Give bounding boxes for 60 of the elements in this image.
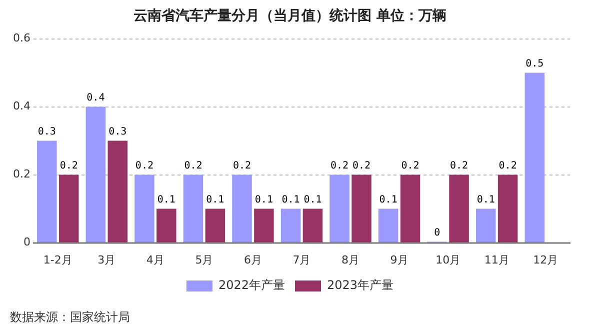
data-label: 0.2 [184, 160, 202, 172]
bar [302, 208, 323, 242]
data-label: 0.2 [401, 160, 420, 172]
x-tick-label: 12月 [533, 253, 558, 266]
bar [156, 208, 176, 242]
x-tick-label: 7月 [292, 253, 311, 266]
data-label: 0.2 [232, 160, 252, 172]
x-tick-label: 8月 [342, 253, 360, 266]
bar [254, 208, 274, 242]
bar [498, 174, 518, 242]
x-tick-label: 10月 [436, 253, 461, 266]
y-tick-label: 0.2 [12, 168, 30, 181]
data-label: 0.1 [379, 194, 398, 206]
bar [476, 208, 496, 242]
y-tick-label: 0 [23, 236, 30, 249]
data-label: 0.3 [38, 126, 56, 138]
bar [449, 174, 469, 242]
bar [183, 174, 204, 242]
y-tick-label: 0.6 [12, 32, 30, 45]
data-label: 0 [434, 227, 440, 238]
bar [400, 174, 420, 242]
data-label: 0.1 [476, 194, 495, 206]
data-label: 0.3 [108, 126, 127, 138]
data-label: 0.5 [526, 58, 544, 70]
x-tick-label: 11月 [484, 253, 510, 266]
bar [280, 208, 301, 242]
bar [86, 106, 106, 242]
data-label: 0.1 [282, 194, 300, 206]
bar [524, 72, 545, 242]
x-tick-label: 3月 [98, 253, 116, 266]
data-label: 0.2 [498, 160, 517, 172]
bar [205, 208, 226, 242]
data-label: 0.2 [352, 160, 371, 172]
bar [232, 174, 252, 242]
x-tick-label: 1-2月 [43, 253, 72, 266]
bar [330, 174, 350, 242]
bar [134, 174, 154, 242]
bar [58, 174, 79, 242]
bar [108, 140, 128, 242]
y-tick-label: 0.4 [12, 100, 30, 113]
bar [352, 174, 372, 242]
legend-label: 2022年产量 [218, 278, 286, 292]
x-tick-label: 9月 [390, 253, 408, 266]
data-label: 0.2 [60, 160, 78, 172]
data-label: 0.2 [330, 160, 349, 172]
source-note: 数据来源：国家统计局 [10, 310, 130, 324]
x-tick-label: 4月 [146, 253, 164, 266]
data-label: 0.1 [254, 194, 273, 206]
data-label: 0.2 [450, 160, 468, 172]
chart-title: 云南省汽车产量分月（当月值）统计图 单位：万辆 [134, 7, 446, 24]
bar [378, 208, 398, 242]
data-label: 0.4 [86, 92, 105, 104]
bar [37, 140, 57, 242]
data-label: 0.2 [135, 160, 154, 172]
x-tick-label: 5月 [195, 253, 214, 266]
x-tick-label: 6月 [244, 253, 262, 266]
data-label: 0.1 [206, 194, 224, 206]
data-label: 0.1 [304, 194, 322, 206]
legend-label: 2023年产量 [327, 278, 394, 292]
data-label: 0.1 [157, 194, 176, 206]
